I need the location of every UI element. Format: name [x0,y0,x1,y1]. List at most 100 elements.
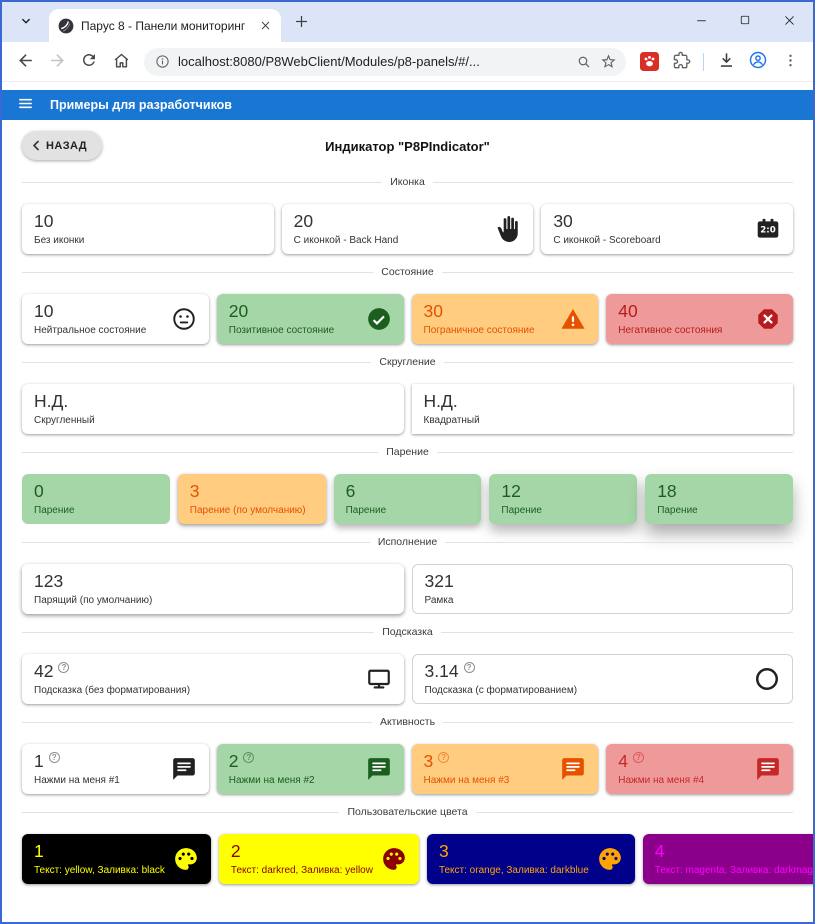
indicator-card[interactable]: 2 Текст: darkred, Заливка: yellow [218,834,419,884]
section-divider: Подсказка [22,626,793,638]
forward-button[interactable] [42,47,72,77]
indicator-label: Нажми на меня #1 [34,774,120,786]
indicator-card[interactable]: 4 Текст: magenta, Заливка: darkmage... [642,834,813,884]
indicator-card[interactable]: 10 Без иконки [22,204,274,254]
indicator-card[interactable]: 321 Рамка [411,564,793,614]
page-info-icon[interactable] [155,54,170,69]
hamburger-menu-button[interactable] [14,94,36,116]
browser-menu-button[interactable] [775,47,805,77]
indicator-value: 12 [501,480,521,501]
card-main: 3.14? Подсказка (с форматированием) [425,661,747,697]
indicator-card[interactable]: 3 Парение (по умолчанию) [177,474,326,524]
card-main: 3 Парение (по умолчанию) [190,481,314,517]
indicator-card[interactable]: Н.Д. Скругленный [22,384,404,434]
indicator-card[interactable]: 4? Нажми на меня #4 [606,744,793,794]
help-icon: ? [58,661,70,673]
window-maximize-button[interactable] [723,2,767,38]
section-label: Иконка [390,176,425,188]
kebab-menu-icon [782,52,799,72]
indicator-label: Нажми на меня #2 [228,774,315,786]
indicator-label: Парение (по умолчанию) [189,504,306,516]
bookmark-star-icon[interactable] [600,53,617,70]
app-bar: Примеры для разработчиков [2,90,813,120]
indicator-card[interactable]: 10 Нейтральное состояние [22,294,209,344]
indicator-label: Скругленный [34,414,95,426]
extensions-button[interactable] [666,47,696,77]
window-controls [679,2,811,38]
indicator-card[interactable]: 20 С иконкой - Back Hand [281,204,534,254]
indicator-card[interactable]: 3? Нажми на меня #3 [411,744,599,794]
indicator-value: 1? [34,751,163,772]
plus-icon [294,14,309,32]
back-arrow-icon [16,51,35,73]
indicator-value: 0 [34,480,44,501]
section-divider: Пользовательские цвета [22,806,794,818]
indicator-card[interactable]: Н.Д. Квадратный [411,384,793,434]
indicator-card[interactable]: 6 Парение [333,474,482,524]
home-button[interactable] [106,47,136,77]
section-divider: Исполнение [22,536,793,548]
section-label: Активность [379,716,436,728]
hamburger-icon [17,95,34,115]
browser-tab-strip: Парус 8 - Панели мониторинг [2,2,813,42]
card-main: 10 Нейтральное состояние [34,301,163,337]
indicator-card[interactable]: 1 Текст: yellow, Заливка: black [22,834,211,884]
indicator-label: Нейтральное состояние [34,324,147,336]
section-label: Пользовательские цвета [347,806,468,818]
indicator-value: 30 [553,210,573,231]
url-text[interactable]: localhost:8080/P8WebClient/Modules/p8-pa… [178,54,480,69]
help-icon: ? [243,751,255,763]
back-button[interactable] [10,47,40,77]
indicator-card[interactable]: 40 Негативное состояния [606,294,793,344]
download-icon [717,51,736,73]
window-minimize-button[interactable] [679,2,723,38]
indicator-card[interactable]: 1? Нажми на меня #1 [22,744,209,794]
card-main: 3? Нажми на меня #3 [424,751,553,787]
tab-search-button[interactable] [12,9,39,36]
indicator-card[interactable]: 123 Парящий (по умолчанию) [22,564,404,614]
card-main: 30 С иконкой - Scoreboard [553,211,747,247]
downloads-button[interactable] [711,47,741,77]
section-label: Исполнение [377,536,438,548]
red-extension-button[interactable] [634,47,664,77]
indicator-card[interactable]: 3.14? Подсказка (с форматированием) [411,654,793,704]
card-grid: 1 Текст: yellow, Заливка: black 2 Текст: da… [22,834,813,884]
indicator-card[interactable]: 42? Подсказка (без форматирования) [22,654,404,704]
indicator-card[interactable]: 18 Парение [645,474,793,524]
indicator-value: 3? [424,751,553,772]
profile-button[interactable] [743,47,773,77]
window-close-button[interactable] [767,2,811,38]
message-icon [171,756,197,782]
indicator-card[interactable]: 0 Парение [22,474,170,524]
svg-text:2:0: 2:0 [760,225,776,235]
indicator-card[interactable]: 2? Нажми на меня #2 [216,744,404,794]
indicator-card[interactable]: 20 Позитивное состояние [216,294,404,344]
scoreboard-icon: 2:0 [755,216,781,242]
indicator-card[interactable]: 30 С иконкой - Scoreboard 2:0 [541,204,793,254]
indicator-card[interactable]: 3 Текст: orange, Заливка: darkblue [426,834,635,884]
back-nav-button[interactable]: НАЗАД [22,131,102,160]
card-main: 321 Рамка [425,571,781,607]
indicator-sections: Иконка 10 Без иконки 20 С иконкой - Back Han… [22,176,813,884]
indicator-card[interactable]: 12 Парение [489,474,638,524]
card-main: 40 Негативное состояния [618,301,747,337]
tab-close-icon[interactable] [257,17,274,34]
zoom-magnifier-icon[interactable] [576,54,592,70]
help-icon: ? [632,751,644,763]
new-tab-button[interactable] [288,9,315,36]
page-content: НАЗАД Индикатор "P8PIndicator" Иконка 10 Б… [2,120,813,922]
reload-button[interactable] [74,47,104,77]
address-bar[interactable]: localhost:8080/P8WebClient/Modules/p8-pa… [144,47,626,76]
indicator-value: 1 [34,840,44,861]
browser-tab[interactable]: Парус 8 - Панели мониторинг [49,9,281,42]
indicator-label: Подсказка (без форматирования) [34,684,191,696]
indicator-label: Негативное состояния [618,324,723,336]
tab-title: Парус 8 - Панели мониторинг [81,18,246,33]
chevron-left-icon [29,138,44,153]
indicator-label: С иконкой - Back Hand [293,234,399,246]
section-label: Скругление [379,356,436,368]
red-extension-icon [639,52,659,71]
card-main: 12 Парение [501,481,625,517]
indicator-card[interactable]: 30 Пограничное состояние [411,294,599,344]
